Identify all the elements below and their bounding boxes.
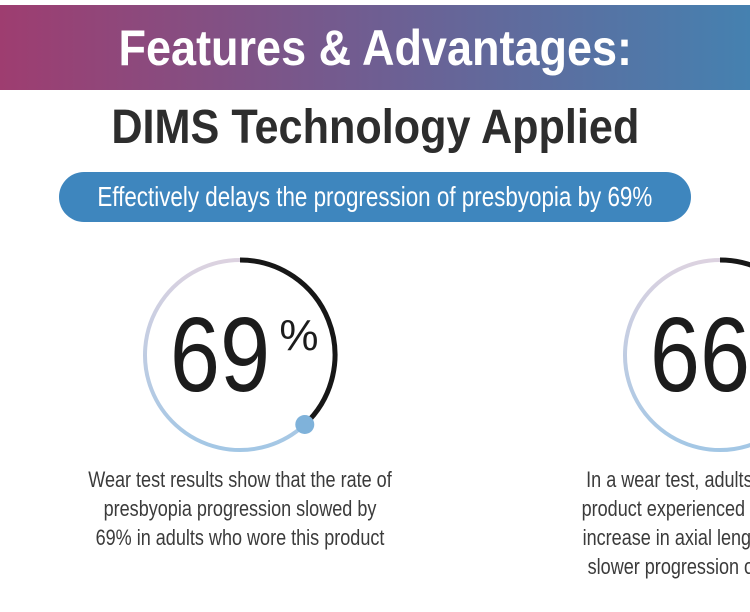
percent-sign: % [279,311,319,360]
stats-row: 69 % Wear test results show that the rat… [0,255,750,581]
section-heading: DIMS Technology Applied [0,104,750,152]
progress-ring-svg [623,257,750,452]
progress-ring-svg [143,257,338,452]
progress-ring-66: 66 % [620,255,750,455]
ring-label: 69 % [140,255,340,455]
section-heading-text: DIMS Technology Applied [110,101,639,154]
header-banner: Features & Advantages: [0,5,750,90]
highlight-pill: Effectively delays the progression of pr… [59,172,691,222]
ring-label: 66 % [620,255,750,455]
stat-card-axial-length: 66 % In a wear test, adults wearing this… [480,255,750,581]
ring-dot [295,414,315,434]
ring-track [623,258,750,452]
ring-track [143,258,307,452]
stat-description: Wear test results show that the rate of … [88,467,392,550]
stat-card-presbyopia: 69 % Wear test results show that the rat… [0,255,480,581]
stat-value: 69 [170,296,271,414]
ring-progress [239,257,338,427]
product-infographic: Features & Advantages: DIMS Technology A… [0,5,750,612]
progress-ring-69: 69 % [140,255,340,455]
stat-value: 66 [650,296,750,414]
header-title: Features & Advantages: [118,19,632,76]
stat-description: In a wear test, adults wearing this prod… [581,467,750,579]
highlight-pill-text: Effectively delays the progression of pr… [97,181,653,212]
